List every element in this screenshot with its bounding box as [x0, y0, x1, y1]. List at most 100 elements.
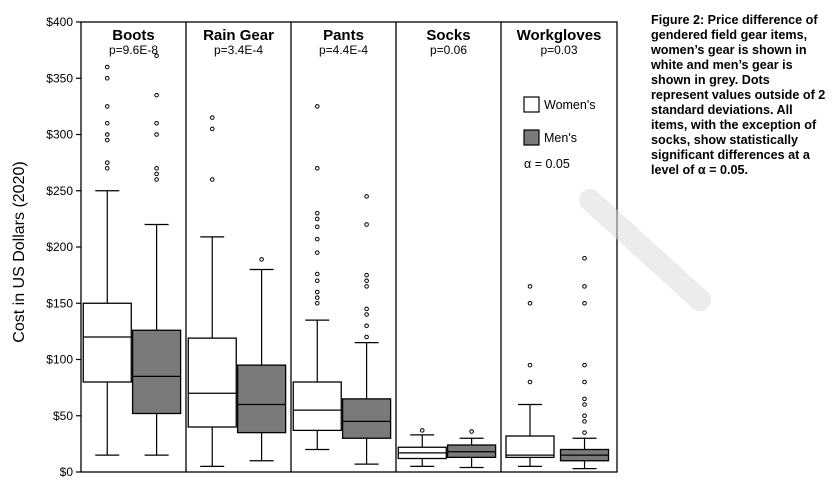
outlier-point	[154, 171, 159, 177]
category-label: Rain Gear	[203, 27, 274, 44]
outlier-point	[209, 115, 215, 120]
p-value-label: p=0.06	[430, 43, 467, 57]
outlier-point	[314, 278, 320, 284]
outlier-point	[364, 272, 369, 278]
iqr-box	[292, 381, 342, 432]
category-label: Workgloves	[517, 27, 602, 44]
p-value-label: p=0.03	[540, 43, 577, 57]
box-group	[505, 284, 555, 467]
outlier-point	[259, 257, 264, 262]
outlier-point	[154, 177, 159, 182]
box-group	[292, 104, 342, 451]
y-tick-label: $0	[60, 465, 74, 479]
outlier-point	[582, 362, 587, 368]
p-value-label: p=9.6E-8	[109, 43, 158, 57]
box-group	[82, 64, 132, 456]
box-group	[397, 428, 447, 467]
outlier-point	[154, 132, 159, 137]
outlier-point	[469, 429, 474, 434]
outlier-point	[419, 428, 425, 433]
legend-label-women: Women's	[544, 98, 595, 112]
outlier-point	[527, 300, 533, 306]
outlier-point	[104, 120, 110, 126]
outlier-point	[314, 236, 320, 242]
outlier-point	[364, 278, 369, 284]
outlier-point	[364, 334, 369, 340]
legend-alpha-note: α = 0.05	[524, 157, 570, 171]
outlier-point	[582, 284, 587, 289]
outlier-point	[154, 53, 159, 59]
outlier-point	[154, 120, 159, 126]
outlier-point	[314, 250, 320, 255]
box-group	[559, 255, 610, 470]
outlier-point	[582, 300, 587, 306]
iqr-box	[505, 435, 555, 459]
y-tick-label: $100	[46, 353, 73, 367]
outlier-point	[527, 379, 533, 385]
outlier-point	[314, 224, 320, 230]
outlier-point	[582, 419, 587, 424]
outlier-point	[209, 126, 215, 132]
legend-label-men: Men's	[544, 131, 577, 145]
category-label: Boots	[112, 27, 155, 44]
category-label: Pants	[323, 27, 364, 44]
outlier-point	[364, 284, 369, 289]
y-tick-label: $150	[46, 296, 73, 310]
box-group	[131, 53, 182, 456]
outlier-point	[314, 300, 320, 306]
outlier-point	[154, 165, 159, 171]
y-tick-label: $300	[46, 128, 73, 142]
figure-caption: Figure 2: Price difference of gendered f…	[651, 13, 826, 177]
y-tick-label: $50	[53, 409, 73, 423]
outlier-point	[582, 379, 587, 385]
iqr-box	[236, 364, 287, 434]
outlier-point	[209, 177, 215, 182]
outlier-point	[582, 255, 587, 261]
outlier-point	[104, 160, 110, 165]
outlier-point	[104, 104, 110, 109]
y-tick-label: $350	[46, 71, 73, 85]
p-value-label: p=4.4E-4	[319, 43, 368, 57]
outlier-point	[314, 165, 320, 171]
outlier-point	[364, 194, 369, 199]
p-value-label: p=3.4E-4	[214, 43, 263, 57]
iqr-box	[187, 337, 237, 428]
category-label: Socks	[426, 27, 470, 44]
outlier-point	[527, 362, 533, 368]
y-tick-label: $250	[46, 184, 73, 198]
outlier-point	[154, 92, 159, 98]
outlier-point	[364, 312, 369, 317]
outlier-point	[364, 222, 369, 227]
outlier-point	[364, 306, 369, 312]
outlier-point	[314, 271, 320, 277]
iqr-box	[82, 302, 132, 383]
box-group	[187, 115, 237, 467]
outlier-point	[582, 413, 587, 419]
outlier-point	[104, 75, 110, 81]
box-group	[236, 257, 287, 462]
outlier-point	[314, 289, 320, 295]
outlier-point	[314, 210, 320, 216]
outlier-point	[527, 284, 533, 289]
outlier-point	[104, 64, 110, 70]
outlier-point	[364, 323, 369, 329]
iqr-box	[131, 329, 182, 415]
outlier-point	[104, 132, 110, 137]
outlier-point	[582, 430, 587, 435]
box-group	[446, 429, 497, 469]
y-axis-label: Cost in US Dollars (2020)	[11, 161, 28, 342]
legend-swatch-women	[523, 96, 540, 113]
legend-swatch-men	[523, 129, 540, 146]
outlier-point	[314, 104, 320, 109]
outlier-point	[582, 396, 587, 402]
y-tick-label: $200	[46, 240, 73, 254]
y-tick-label: $400	[46, 15, 73, 29]
outlier-point	[314, 216, 320, 222]
iqr-box	[341, 398, 392, 439]
outlier-point	[582, 402, 587, 407]
outlier-point	[314, 295, 320, 300]
outlier-point	[104, 137, 110, 143]
box-group	[341, 194, 392, 465]
outlier-point	[104, 165, 110, 171]
